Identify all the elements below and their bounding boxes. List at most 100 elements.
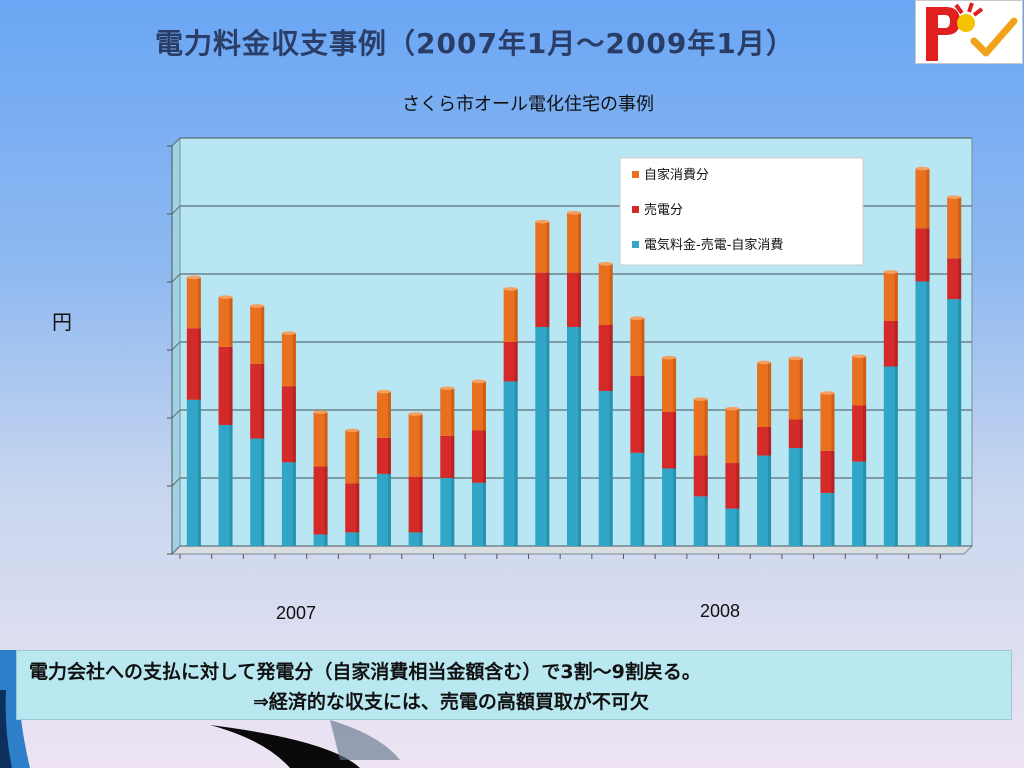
bar-16-series-0 (693, 496, 708, 546)
bar-top-6 (376, 389, 391, 394)
legend-label-2: 電気料金-売電-自家消費 (644, 237, 783, 253)
chart-area: 自家消費分 売電分 電気料金-売電-自家消費 (150, 128, 990, 568)
bar-6-series-2 (376, 391, 391, 438)
bar-21-series-1 (852, 405, 867, 462)
bar-shade-0-series-1 (197, 328, 201, 400)
bar-2-series-0 (250, 438, 265, 546)
y-axis-unit-label: 円 (52, 310, 72, 334)
gridline-side-2 (171, 409, 181, 419)
bar-0-series-1 (186, 328, 201, 400)
bar-shade-12-series-0 (578, 327, 581, 546)
bar-11-series-2 (535, 221, 550, 273)
bar-shade-15-series-2 (673, 357, 677, 413)
bar-3-series-0 (281, 462, 296, 546)
bar-19-series-2 (788, 358, 803, 420)
bar-1-series-2 (218, 297, 233, 347)
bar-shade-14-series-1 (641, 376, 645, 453)
bar-12-series-0 (567, 327, 581, 546)
bar-shade-19-series-2 (799, 358, 803, 420)
legend-swatch-2 (632, 241, 639, 248)
bar-8-series-2 (440, 388, 455, 436)
bar-14-series-2 (630, 318, 645, 376)
bar-shade-6-series-0 (387, 473, 391, 546)
bar-shade-18-series-0 (768, 455, 772, 546)
bar-7-series-0 (408, 532, 423, 546)
legend-box (619, 157, 864, 266)
chart-floor (170, 545, 974, 555)
bar-4-series-0 (313, 534, 328, 546)
bar-16-series-1 (693, 455, 708, 497)
message-box: 電力会社への支払に対して発電分（自家消費相当金額含む）で3割～9割戻る。 ⇒経済… (16, 650, 1012, 720)
bar-shade-17-series-1 (736, 463, 740, 509)
gridline-side-0 (171, 545, 181, 555)
bar-shade-15-series-1 (673, 412, 677, 469)
bar-shade-14-series-0 (641, 452, 645, 546)
bar-shade-23-series-2 (926, 168, 930, 229)
bar-top-13 (598, 262, 613, 266)
bar-3-series-1 (281, 386, 296, 463)
bar-shade-12-series-2 (578, 212, 581, 273)
gridline-side-1 (171, 477, 181, 487)
bar-shade-17-series-2 (736, 408, 740, 464)
bar-10-series-0 (503, 381, 518, 546)
bar-shade-24-series-1 (958, 258, 962, 300)
bar-top-19 (788, 356, 803, 361)
bar-21-series-0 (852, 461, 867, 546)
bar-shade-0-series-2 (197, 277, 201, 329)
bar-3-series-2 (281, 333, 296, 387)
bar-shade-10-series-0 (514, 381, 518, 546)
bar-24-series-1 (947, 258, 962, 300)
bar-shade-3-series-0 (292, 462, 296, 546)
bar-top-21 (852, 354, 867, 359)
bar-1-series-0 (218, 424, 233, 546)
company-logo (915, 0, 1023, 64)
bar-top-17 (725, 406, 740, 411)
bar-shade-12-series-1 (578, 272, 581, 328)
bar-13-series-1 (598, 325, 613, 391)
bar-shade-18-series-1 (768, 427, 772, 456)
bar-top-11 (535, 219, 550, 224)
bar-16-series-2 (693, 399, 708, 456)
bar-shade-1-series-2 (229, 297, 233, 347)
bar-shade-1-series-0 (229, 424, 233, 546)
bar-22-series-2 (883, 271, 898, 321)
bar-shade-19-series-1 (799, 419, 803, 449)
bar-top-20 (820, 391, 835, 395)
bar-shade-18-series-2 (768, 362, 772, 427)
bar-15-series-1 (662, 412, 677, 469)
bar-top-7 (408, 412, 423, 416)
bar-shade-15-series-0 (673, 468, 677, 546)
bar-shade-4-series-2 (324, 412, 328, 467)
bar-20-series-1 (820, 450, 835, 493)
legend-label-0: 自家消費分 (644, 167, 709, 183)
bar-top-18 (757, 360, 772, 365)
bar-8-series-1 (440, 435, 455, 478)
bar-shade-24-series-2 (958, 197, 962, 259)
bar-shade-4-series-1 (324, 466, 328, 535)
bar-top-3 (281, 331, 296, 335)
bar-shade-11-series-1 (546, 272, 550, 328)
bar-7-series-1 (408, 476, 423, 533)
bar-top-9 (471, 379, 486, 384)
bar-shade-21-series-0 (863, 461, 867, 546)
bar-shade-24-series-0 (958, 299, 962, 546)
bar-shade-1-series-1 (229, 346, 233, 425)
gridline-side-6 (171, 137, 181, 147)
bar-shade-22-series-1 (894, 320, 898, 367)
bar-shade-5-series-2 (356, 430, 360, 484)
bar-9-series-0 (471, 482, 486, 546)
bar-shade-2-series-1 (261, 363, 265, 439)
bar-9-series-1 (471, 430, 486, 483)
bar-13-series-0 (598, 390, 613, 546)
bar-top-0 (186, 275, 201, 280)
bar-top-22 (883, 270, 898, 274)
bar-shade-16-series-2 (704, 399, 708, 456)
bar-5-series-0 (345, 532, 360, 546)
bar-17-series-1 (725, 463, 740, 509)
bar-23-series-2 (915, 168, 930, 229)
bar-shade-3-series-2 (292, 333, 296, 387)
bar-12-series-2 (567, 212, 581, 273)
bar-shade-13-series-0 (609, 390, 613, 546)
bar-2-series-2 (250, 305, 265, 364)
